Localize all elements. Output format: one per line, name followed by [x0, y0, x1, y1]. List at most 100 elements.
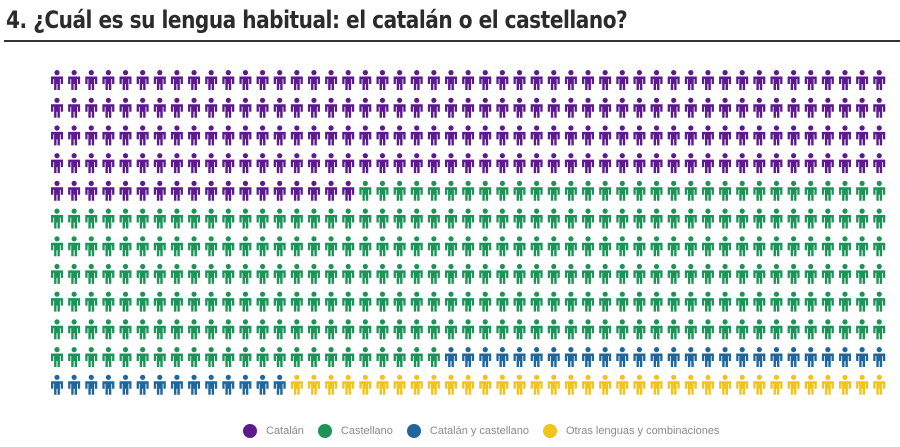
- person-icon: [205, 263, 218, 284]
- person-icon: [684, 125, 697, 146]
- person-icon: [342, 347, 355, 367]
- person-icon: [547, 236, 560, 257]
- person-icon: [821, 319, 834, 340]
- person-icon: [170, 208, 183, 229]
- person-icon: [410, 347, 423, 367]
- person-icon: [616, 319, 629, 340]
- person-icon: [205, 70, 218, 90]
- legend-label: Catalán y castellano: [429, 425, 529, 437]
- person-icon: [667, 208, 680, 229]
- legend-item: Catalán y castellano: [406, 424, 529, 438]
- legend-swatch-icon: [243, 424, 257, 438]
- person-icon: [684, 347, 697, 367]
- person-icon: [770, 97, 783, 118]
- person-icon: [513, 263, 526, 284]
- person-icon: [170, 153, 183, 174]
- person-icon: [153, 347, 166, 367]
- person-icon: [821, 97, 834, 118]
- person-icon: [290, 291, 303, 312]
- person-icon: [684, 236, 697, 257]
- person-icon: [188, 70, 201, 90]
- person-icon: [513, 236, 526, 257]
- person-icon: [307, 70, 320, 90]
- person-icon: [856, 125, 869, 146]
- person-icon: [667, 236, 680, 257]
- person-icon: [376, 319, 389, 340]
- person-icon: [393, 153, 406, 174]
- person-icon: [838, 180, 851, 201]
- person-icon: [68, 236, 81, 257]
- person-icon: [359, 236, 372, 257]
- person-icon: [444, 70, 457, 90]
- person-icon: [633, 153, 646, 174]
- person-icon: [376, 153, 389, 174]
- person-icon: [342, 374, 355, 395]
- person-icon: [153, 208, 166, 229]
- person-icon: [753, 263, 766, 284]
- person-icon: [787, 97, 800, 118]
- person-icon: [667, 291, 680, 312]
- person-icon: [222, 319, 235, 340]
- person-icon: [170, 236, 183, 257]
- person-icon: [222, 291, 235, 312]
- person-icon: [582, 208, 595, 229]
- person-icon: [667, 319, 680, 340]
- person-icon: [222, 347, 235, 367]
- person-icon: [513, 70, 526, 90]
- person-icon: [821, 180, 834, 201]
- person-icon: [410, 70, 423, 90]
- legend-item: Otras lenguas y combinaciones: [542, 424, 719, 438]
- person-icon: [616, 374, 629, 395]
- person-icon: [701, 319, 714, 340]
- person-icon: [153, 263, 166, 284]
- person-icon: [736, 319, 749, 340]
- person-icon: [719, 180, 732, 201]
- person-icon: [821, 263, 834, 284]
- person-icon: [838, 263, 851, 284]
- person-icon: [376, 374, 389, 395]
- person-icon: [51, 97, 63, 118]
- person-icon: [547, 263, 560, 284]
- person-icon: [102, 319, 115, 340]
- person-icon: [307, 291, 320, 312]
- person-icon: [342, 236, 355, 257]
- person-icon: [496, 236, 509, 257]
- person-icon: [188, 208, 201, 229]
- person-icon: [701, 70, 714, 90]
- person-icon: [290, 153, 303, 174]
- person-icon: [170, 180, 183, 201]
- person-icon: [205, 291, 218, 312]
- person-icon: [616, 153, 629, 174]
- person-icon: [325, 125, 338, 146]
- person-icon: [873, 347, 886, 367]
- person-icon: [239, 70, 252, 90]
- person-icon: [496, 97, 509, 118]
- person-icon: [770, 180, 783, 201]
- person-icon: [650, 208, 663, 229]
- person-icon: [273, 291, 286, 312]
- person-icon: [462, 97, 475, 118]
- person-icon: [650, 70, 663, 90]
- person-icon: [547, 374, 560, 395]
- person-icon: [684, 70, 697, 90]
- person-icon: [85, 319, 98, 340]
- person-icon: [273, 180, 286, 201]
- person-icon: [51, 263, 63, 284]
- person-icon: [496, 374, 509, 395]
- person-icon: [256, 236, 269, 257]
- person-icon: [102, 125, 115, 146]
- person-icon: [564, 125, 577, 146]
- person-icon: [838, 347, 851, 367]
- person-icon: [410, 319, 423, 340]
- person-icon: [804, 291, 817, 312]
- person-icon: [359, 291, 372, 312]
- person-icon: [376, 125, 389, 146]
- person-icon: [547, 180, 560, 201]
- person-icon: [205, 97, 218, 118]
- person-icon: [256, 319, 269, 340]
- person-icon: [856, 70, 869, 90]
- person-icon: [462, 208, 475, 229]
- person-icon: [633, 70, 646, 90]
- person-icon: [599, 97, 612, 118]
- person-icon: [564, 97, 577, 118]
